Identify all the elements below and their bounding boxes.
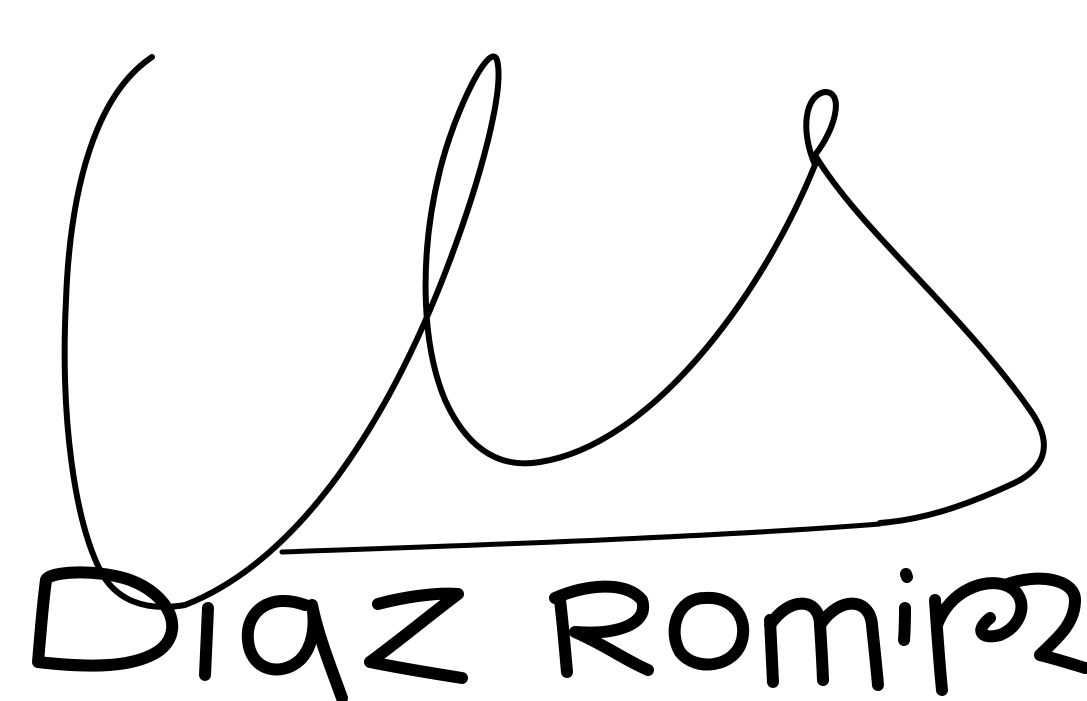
- signature-underline: [279, 521, 883, 555]
- signature-letter-i: [199, 602, 214, 681]
- signature-letter-d: [32, 566, 179, 672]
- signature-letter-z: [364, 587, 468, 684]
- signature-letter-a-1: [241, 594, 348, 701]
- signature-letter-o: [668, 591, 750, 671]
- signature-letter-r: [549, 580, 654, 678]
- signature-ink: [32, 53, 1087, 701]
- signature-letter-n: [929, 577, 1028, 696]
- signature-letter-m: [764, 597, 884, 691]
- signature-letter-i-2-dot: [900, 568, 913, 583]
- signature-letter-a-2: [999, 572, 1087, 674]
- signature-letter-i-2: [898, 602, 911, 646]
